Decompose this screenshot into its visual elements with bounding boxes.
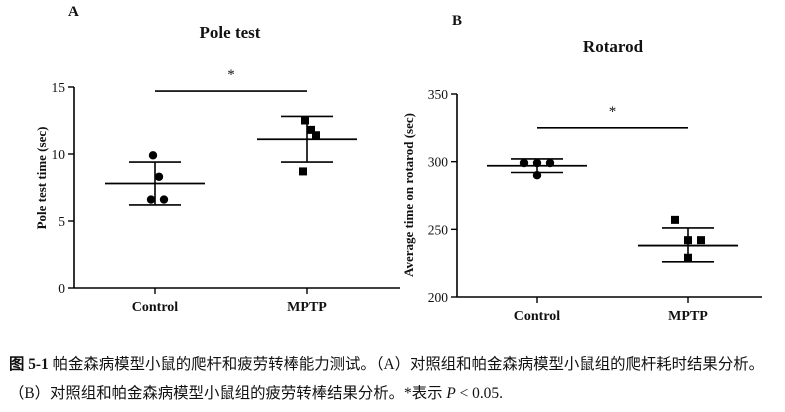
panel-b-category-label: Control — [514, 309, 561, 324]
panel-a-data-point-square — [301, 116, 309, 125]
panel-b-ytick-label: 300 — [428, 155, 449, 170]
panel-a-ytick-label: 0 — [58, 281, 65, 296]
figure-caption: 图 5-1 帕金森病模型小鼠的爬杆和疲劳转棒能力测试。（A）对照组和帕金森病模型… — [9, 350, 781, 408]
panel-b-ylabel: Average time on rotarod (sec) — [401, 113, 416, 277]
panel-b-ytick-label: 350 — [428, 87, 449, 102]
figure: A Pole test Pole test time (sec) 0 5 10 15 C… — [34, 4, 762, 324]
panel-a-category-label: Control — [132, 300, 179, 315]
panel-b-title: Rotarod — [583, 37, 644, 56]
panel-a-ytick-label: 15 — [52, 80, 66, 95]
panel-a-data-point-square — [299, 167, 307, 176]
panel-a-data-point-circle — [159, 195, 169, 204]
panel-a-data-point-square — [307, 125, 315, 134]
caption-p-symbol: P — [446, 385, 456, 402]
panel-a-ytick-label: 5 — [58, 214, 65, 229]
caption-text-main: 帕金森病模型小鼠的爬杆和疲劳转棒能力测试。（A）对照组和帕金森病模型小鼠组的爬杆… — [9, 356, 764, 402]
panel-b-data-point-square — [684, 253, 692, 262]
panel-b-ytick-label: 250 — [428, 222, 449, 237]
panel-a-data-point-square — [312, 131, 320, 140]
caption-figure-number: 图 5-1 — [9, 356, 49, 373]
panel-a-category-label: MPTP — [287, 300, 327, 315]
panel-b-data-point-square — [697, 236, 705, 245]
panel-b-ytick-label: 200 — [428, 290, 449, 305]
panel-b-significance-star: * — [609, 104, 617, 120]
panel-b-label: B — [452, 13, 462, 29]
caption-text-end: < 0.05. — [455, 385, 503, 402]
panel-b-data-point-circle — [545, 158, 555, 168]
panel-b-data-point-circle — [532, 158, 542, 168]
panel-a-label: A — [68, 4, 79, 20]
panel-a-data-point-circle — [146, 195, 156, 204]
panel-b-data-point-circle — [532, 171, 542, 180]
panel-a-data-point-circle — [148, 151, 158, 160]
panel-a-ylabel: Pole test time (sec) — [34, 127, 49, 230]
panel-b-category-label: MPTP — [668, 309, 708, 324]
panel-a-data-point-circle — [154, 172, 164, 181]
panel-a-significance-star: * — [227, 67, 235, 83]
panel-b-plot: 200 250 300 350 Control MPTP * — [428, 87, 762, 324]
panel-a-ytick-label: 10 — [52, 147, 66, 162]
panel-b-data-point-circle — [519, 158, 529, 168]
panel-a-title: Pole test — [200, 23, 261, 42]
panel-b-data-point-square — [671, 215, 679, 224]
panel-b-data-point-square — [684, 236, 692, 245]
panel-a-plot: 0 5 10 15 Control MPTP * — [52, 67, 400, 315]
